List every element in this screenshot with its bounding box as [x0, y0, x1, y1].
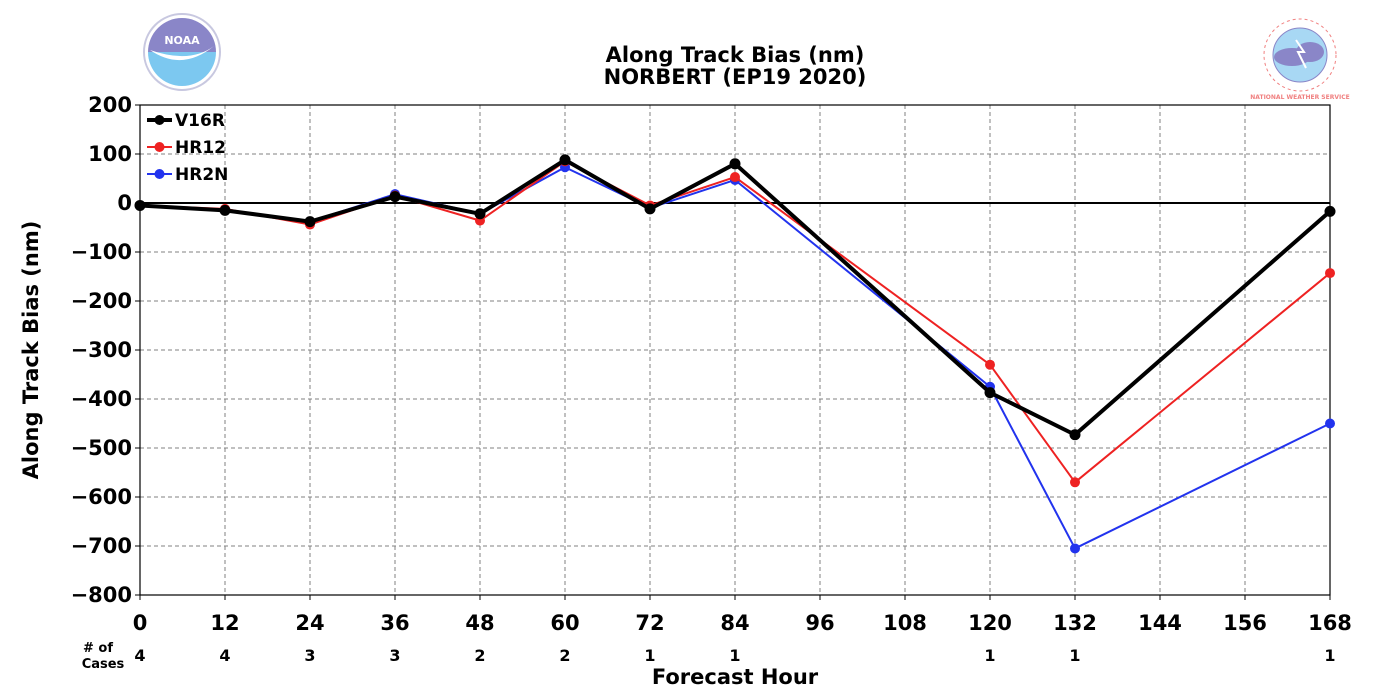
cases-row: # of Cases 4 4 3 3 2 2 1 1 1 1 1 [82, 641, 1336, 672]
x-tick-label: 144 [1138, 611, 1182, 635]
series-v16r [134, 154, 1336, 441]
x-tick-label: 108 [883, 611, 927, 635]
y-tick-label: −400 [71, 387, 132, 411]
legend-label: V16R [175, 111, 225, 131]
data-point [1069, 429, 1081, 441]
legend-item-v16r: V16R [147, 111, 225, 131]
data-point [304, 216, 316, 228]
cases-count: 2 [559, 646, 570, 665]
x-tick-label: 168 [1308, 611, 1352, 635]
data-point [1070, 477, 1080, 488]
legend-marker [154, 169, 165, 179]
x-tick-label: 60 [550, 611, 579, 635]
cases-count: 3 [389, 646, 400, 665]
x-tick-label: 132 [1053, 611, 1097, 635]
cases-count: 1 [984, 646, 995, 665]
y-axis-label: Along Track Bias (nm) [19, 221, 43, 480]
data-point [984, 387, 996, 399]
legend-marker [154, 115, 165, 125]
cases-count: 3 [304, 646, 315, 665]
noaa-logo-text: NOAA [164, 34, 200, 47]
cases-header-line2: Cases [82, 657, 125, 672]
cases-count: 1 [729, 646, 740, 665]
cases-header-line1: # of [83, 641, 113, 656]
x-tick-label: 72 [635, 611, 664, 635]
y-tick-label: −500 [71, 436, 132, 460]
legend-item-hr2n: HR2N [147, 165, 228, 185]
y-tick-label: −600 [71, 485, 132, 509]
data-point [134, 199, 146, 211]
y-tick-label: −200 [71, 289, 132, 313]
series-layer [134, 154, 1336, 554]
data-point [1324, 205, 1336, 217]
x-tick-label: 24 [295, 611, 324, 635]
data-point [1070, 543, 1080, 554]
data-point [985, 359, 995, 370]
legend-item-hr12: HR12 [147, 138, 226, 158]
data-point [559, 154, 571, 166]
chart-subtitle: NORBERT (EP19 2020) [604, 65, 867, 89]
data-point [474, 208, 486, 220]
data-point [1325, 418, 1335, 429]
x-tick-label: 0 [133, 611, 148, 635]
x-tick-label: 12 [210, 611, 239, 635]
legend: V16R HR12 HR2N [147, 111, 228, 185]
cases-count: 1 [644, 646, 655, 665]
nws-logo-icon: NATIONAL WEATHER SERVICE [1250, 17, 1350, 101]
cases-count: 2 [474, 646, 485, 665]
legend-label: HR2N [175, 165, 228, 185]
data-point [1325, 268, 1335, 279]
x-axis-label: Forecast Hour [652, 665, 819, 689]
y-tick-label: −300 [71, 338, 132, 362]
cases-count: 1 [1069, 646, 1080, 665]
y-tick-label: 100 [88, 142, 132, 166]
y-tick-label: −800 [71, 583, 132, 607]
x-tick-label: 156 [1223, 611, 1267, 635]
data-point [644, 203, 656, 215]
chart-title: Along Track Bias (nm) [606, 43, 865, 67]
y-tick-label: −700 [71, 534, 132, 558]
legend-marker [154, 142, 165, 152]
legend-label: HR12 [175, 138, 226, 158]
cases-count: 4 [134, 646, 145, 665]
y-axis-ticks: 200 100 0 −100 −200 −300 −400 −500 −600 −700 −800 [71, 93, 140, 607]
x-tick-label: 120 [968, 611, 1012, 635]
y-tick-label: 200 [88, 93, 132, 117]
y-tick-label: −100 [71, 240, 132, 264]
y-tick-label: 0 [117, 191, 132, 215]
data-point [729, 158, 741, 170]
x-axis-ticks: 0 12 24 36 48 60 72 84 96 108 120 132 144 156 168 [133, 595, 1352, 635]
x-tick-label: 84 [720, 611, 749, 635]
data-point [219, 204, 231, 216]
data-point [389, 191, 401, 203]
x-tick-label: 48 [465, 611, 494, 635]
noaa-logo-icon: NOAA [143, 13, 221, 91]
cases-count: 1 [1324, 646, 1335, 665]
data-point [730, 172, 740, 183]
nws-logo-text: NATIONAL WEATHER SERVICE [1250, 94, 1349, 101]
x-tick-label: 96 [805, 611, 834, 635]
x-tick-label: 36 [380, 611, 409, 635]
cases-count: 4 [219, 646, 230, 665]
